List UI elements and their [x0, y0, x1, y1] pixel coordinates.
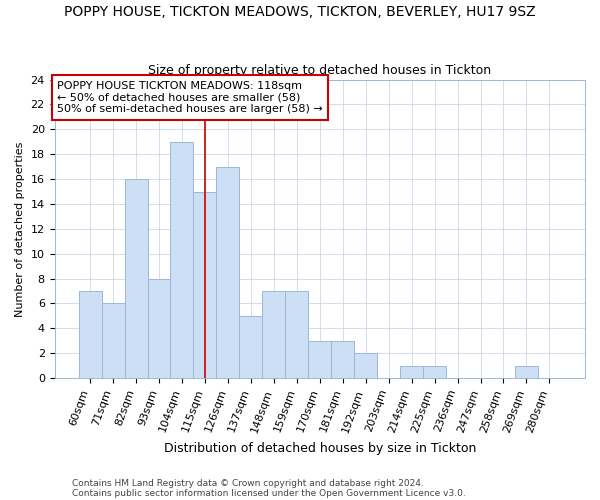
Bar	[170, 142, 193, 378]
Text: Contains public sector information licensed under the Open Government Licence v3: Contains public sector information licen…	[72, 488, 466, 498]
Bar	[354, 353, 377, 378]
Text: POPPY HOUSE, TICKTON MEADOWS, TICKTON, BEVERLEY, HU17 9SZ: POPPY HOUSE, TICKTON MEADOWS, TICKTON, B…	[64, 5, 536, 19]
Bar	[286, 291, 308, 378]
Bar	[239, 316, 262, 378]
Bar	[262, 291, 286, 378]
Y-axis label: Number of detached properties: Number of detached properties	[15, 141, 25, 316]
Bar	[125, 179, 148, 378]
Bar	[423, 366, 446, 378]
Bar	[193, 192, 217, 378]
Bar	[400, 366, 423, 378]
Bar	[308, 341, 331, 378]
Bar	[148, 278, 170, 378]
Title: Size of property relative to detached houses in Tickton: Size of property relative to detached ho…	[148, 64, 491, 77]
Bar	[217, 166, 239, 378]
Text: POPPY HOUSE TICKTON MEADOWS: 118sqm
← 50% of detached houses are smaller (58)
50: POPPY HOUSE TICKTON MEADOWS: 118sqm ← 50…	[57, 81, 323, 114]
Bar	[79, 291, 101, 378]
Bar	[101, 304, 125, 378]
Bar	[331, 341, 354, 378]
X-axis label: Distribution of detached houses by size in Tickton: Distribution of detached houses by size …	[164, 442, 476, 455]
Text: Contains HM Land Registry data © Crown copyright and database right 2024.: Contains HM Land Registry data © Crown c…	[72, 478, 424, 488]
Bar	[515, 366, 538, 378]
